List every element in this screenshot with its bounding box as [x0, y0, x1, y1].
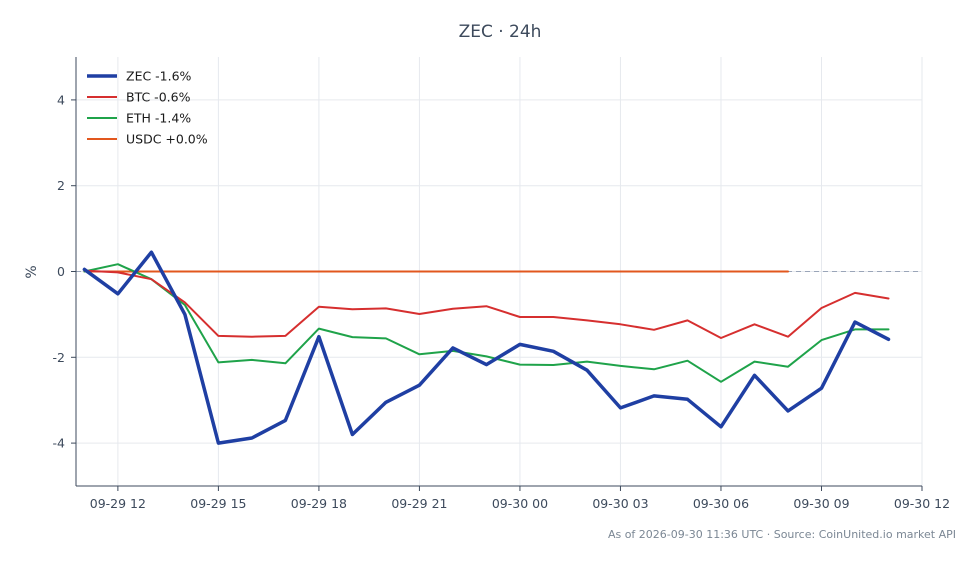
x-tick-label: 09-30 06	[693, 496, 749, 511]
y-tick-label: 0	[57, 264, 65, 279]
legend-label-btc: BTC -0.6%	[126, 90, 191, 105]
legend-label-usdc: USDC +0.0%	[126, 132, 208, 147]
chart-title: ZEC · 24h	[459, 22, 542, 42]
x-tick-label: 09-29 12	[90, 496, 146, 511]
y-tick-label: -2	[53, 350, 65, 365]
series-line-zec	[82, 250, 891, 445]
y-tick-labels: 4 2 0 -2 -4	[53, 92, 66, 450]
x-tick-label: 09-29 18	[291, 496, 347, 511]
x-tick-label: 09-30 12	[894, 496, 950, 511]
x-tick-labels: 09-29 12 09-29 15 09-29 18 09-29 21 09-30 00…	[90, 496, 950, 511]
legend-label-eth: ETH -1.4%	[126, 111, 191, 126]
x-tick-label: 09-29 15	[190, 496, 246, 511]
y-tick-label: 2	[57, 178, 65, 193]
x-tick-label: 09-29 21	[391, 496, 447, 511]
axes	[71, 57, 923, 491]
y-tick-label: 4	[57, 92, 65, 107]
x-tick-label: 09-30 03	[592, 496, 648, 511]
y-tick-label: -4	[53, 436, 66, 451]
x-tick-label: 09-30 00	[492, 496, 548, 511]
series-lines	[82, 250, 891, 445]
series-line-eth	[83, 263, 890, 383]
y-axis-label: %	[24, 265, 40, 278]
chart-footer: As of 2026-09-30 11:36 UTC · Source: Coi…	[608, 528, 956, 541]
legend: ZEC -1.6% BTC -0.6% ETH -1.4% USDC +0.0%	[87, 69, 208, 147]
series-line-btc	[83, 269, 890, 339]
legend-label-zec: ZEC -1.6%	[126, 69, 192, 84]
x-tick-label: 09-30 09	[793, 496, 849, 511]
